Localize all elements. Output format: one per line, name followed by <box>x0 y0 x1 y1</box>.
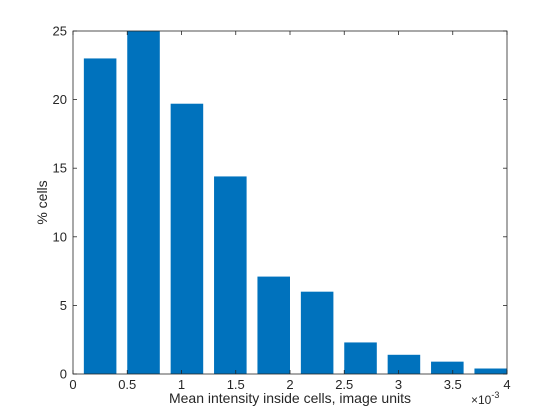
bar-8 <box>387 354 421 374</box>
y-tick-label-1: 0 <box>60 367 67 382</box>
bar-7 <box>344 342 377 374</box>
y-tick-label-6: 25 <box>53 24 67 39</box>
y-tick-label-5: 20 <box>53 92 67 107</box>
x-tick-label-7: 3 <box>395 377 402 392</box>
y-tick-label-3: 10 <box>53 229 67 244</box>
bar-9 <box>431 361 464 374</box>
bar-5 <box>257 276 290 374</box>
x-tick-label-5: 2 <box>286 377 293 392</box>
bar-3 <box>170 103 204 374</box>
bar-10 <box>474 368 507 374</box>
x-axis-multiplier-base: ×10 <box>471 393 492 407</box>
x-tick-label-6: 2.5 <box>335 377 353 392</box>
y-tick-label-2: 5 <box>60 298 67 313</box>
bar-6 <box>300 291 334 374</box>
y-axis-label: % cells <box>34 180 50 224</box>
bars-group <box>83 31 507 374</box>
x-tick-label-3: 1 <box>178 377 185 392</box>
y-axis-ticks: 0 5 10 15 20 25 <box>53 24 507 382</box>
bar-1 <box>83 58 117 374</box>
x-tick-label-4: 1.5 <box>227 377 245 392</box>
x-axis-label: Mean intensity inside cells, image units <box>169 390 411 406</box>
bar-2 <box>127 31 160 374</box>
x-tick-label-9: 4 <box>503 377 510 392</box>
x-tick-label-2: 0.5 <box>118 377 136 392</box>
y-tick-label-4: 15 <box>53 161 67 176</box>
bar-4 <box>214 176 247 374</box>
x-tick-label-1: 0 <box>69 377 76 392</box>
x-axis-ticks: 0 0.5 1 1.5 2 2.5 3 3.5 4 <box>69 31 511 392</box>
x-axis-multiplier: ×10-3 <box>471 390 499 407</box>
x-tick-label-8: 3.5 <box>444 377 462 392</box>
x-axis-multiplier-exponent: -3 <box>491 390 499 400</box>
